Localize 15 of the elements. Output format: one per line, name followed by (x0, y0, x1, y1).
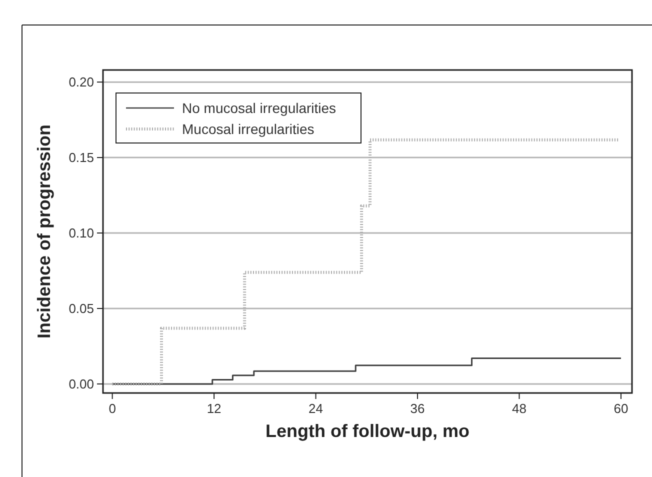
x-tick-label: 60 (614, 401, 628, 416)
x-tick-label: 48 (512, 401, 526, 416)
x-axis-title: Length of follow-up, mo (266, 421, 470, 441)
y-tick-label: 0.20 (68, 74, 94, 90)
y-tick-label: 0.00 (68, 376, 94, 392)
y-axis-title: Incidence of progression (34, 124, 54, 339)
legend-label: Mucosal irregularities (182, 120, 314, 137)
x-tick-label: 0 (108, 401, 116, 416)
y-tick-label: 0.05 (68, 301, 94, 316)
x-tick-label: 12 (206, 401, 222, 416)
y-tick-label: 0.10 (68, 226, 94, 241)
y-tick-label: 0.15 (68, 150, 94, 166)
legend-label: No mucosal irregularities (182, 100, 336, 116)
x-tick-label: 24 (308, 401, 324, 416)
x-tick-label: 36 (410, 401, 425, 416)
